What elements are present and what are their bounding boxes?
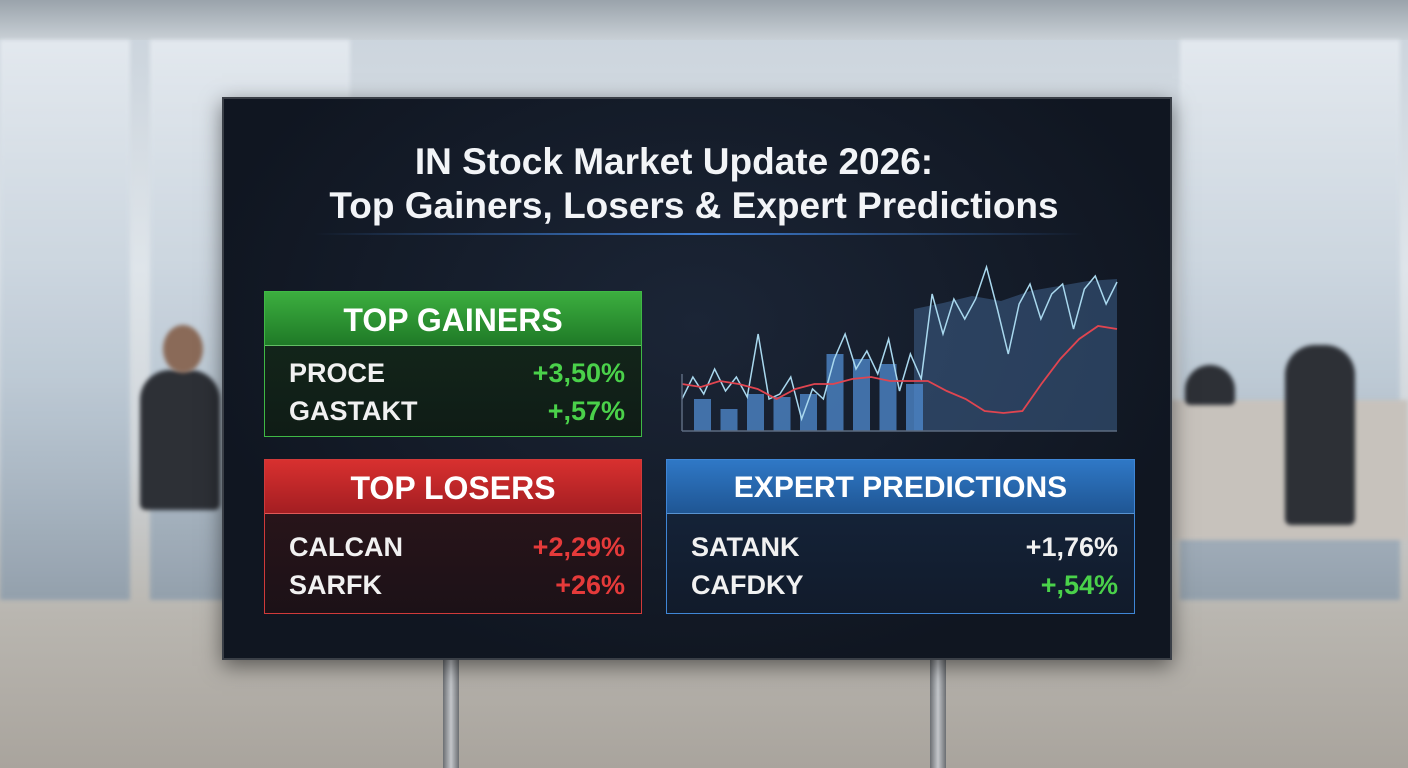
list-item: CALCAN +2,29% [265, 528, 641, 566]
chart-average-line [681, 325, 1118, 414]
chart-bar [773, 397, 791, 431]
chart-bar [800, 394, 817, 431]
chart-bar [694, 399, 711, 431]
ticker: SARFK [289, 570, 382, 600]
chart-bar [906, 384, 923, 431]
top-losers-header: TOP LOSERS [265, 460, 641, 514]
title-line-1: IN Stock Market Update 2026: [414, 141, 934, 182]
chart-area [914, 279, 1117, 431]
ticker: CALCAN [289, 532, 403, 562]
list-item: CAFDKY +,54% [667, 566, 1134, 604]
chart-price-line [681, 264, 1118, 422]
chart-bar [879, 364, 897, 431]
ticker: PROCE [289, 358, 386, 388]
expert-predictions-panel: EXPERT PREDICTIONS SATANK +1,76% CAFDKY +,… [666, 459, 1135, 614]
chart-bar [826, 354, 844, 431]
person [1185, 365, 1235, 405]
chart-bar [720, 409, 738, 431]
sign-post [443, 655, 459, 768]
seated-person [140, 370, 220, 510]
list-item: GASTAKT +,57% [265, 392, 641, 430]
top-gainers-header: TOP GAINERS [265, 292, 641, 346]
change: +1,76% [1025, 532, 1118, 562]
market-chart [681, 264, 1118, 432]
sign-post [930, 655, 946, 768]
list-item: PROCE +3,50% [265, 354, 641, 392]
title-line-2: Top Gainers, Losers & Expert Predictions [329, 185, 1059, 226]
ceiling [0, 0, 1408, 40]
standing-person [1285, 345, 1355, 525]
chart-bar [747, 394, 764, 431]
ticker: GASTAKT [289, 396, 418, 426]
change: +3,50% [532, 358, 625, 388]
change: +,57% [547, 396, 625, 426]
person-head [163, 325, 203, 373]
list-item: SARFK +26% [265, 566, 641, 604]
expert-predictions-header: EXPERT PREDICTIONS [667, 460, 1134, 514]
window [0, 40, 130, 600]
ticker: CAFDKY [691, 570, 804, 600]
change: +26% [555, 570, 625, 600]
divider [314, 233, 1084, 235]
ticker: SATANK [691, 532, 800, 562]
list-item: SATANK +1,76% [667, 528, 1134, 566]
display-board: IN Stock Market Update 2026: Top Gainers… [222, 97, 1172, 660]
top-gainers-panel: TOP GAINERS PROCE +3,50% GASTAKT +,57% [264, 291, 642, 437]
change: +,54% [1040, 570, 1118, 600]
top-losers-panel: TOP LOSERS CALCAN +2,29% SARFK +26% [264, 459, 642, 614]
change: +2,29% [532, 532, 625, 562]
